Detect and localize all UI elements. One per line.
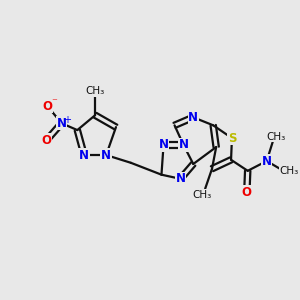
Text: CH₃: CH₃ [85, 86, 105, 96]
Text: O: O [43, 100, 52, 113]
Text: N: N [188, 111, 198, 124]
Text: CH₃: CH₃ [193, 190, 212, 200]
Text: O: O [42, 134, 52, 147]
Text: N: N [158, 138, 169, 152]
Text: N: N [79, 148, 89, 162]
Text: N: N [101, 148, 111, 162]
Text: CH₃: CH₃ [280, 166, 299, 176]
Text: CH₃: CH₃ [266, 132, 285, 142]
Text: N: N [176, 172, 185, 185]
Text: S: S [228, 132, 236, 145]
Text: N: N [262, 154, 272, 167]
Text: +: + [64, 115, 71, 125]
Text: N: N [57, 117, 67, 130]
Text: O: O [242, 186, 252, 199]
Text: N: N [178, 138, 188, 152]
Text: ⁻: ⁻ [51, 98, 57, 108]
